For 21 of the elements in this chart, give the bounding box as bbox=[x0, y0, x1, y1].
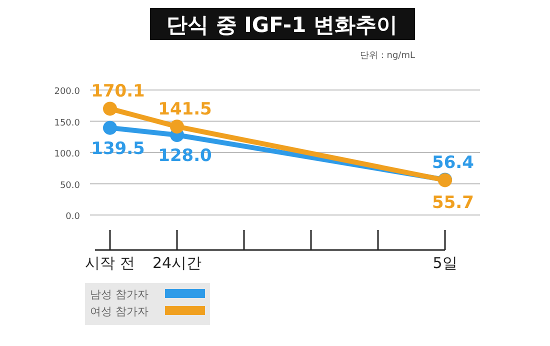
text: 단위 : ng/mL bbox=[360, 51, 415, 61]
data-label: 141.5 bbox=[158, 100, 212, 120]
legend-label: 여성 참가자 bbox=[90, 305, 148, 318]
chart-title: 단식 중 IGF-1 변화추이 bbox=[166, 13, 398, 37]
x-tick-label: 시작 전 bbox=[85, 254, 135, 272]
point bbox=[103, 102, 117, 116]
data-label: 170.1 bbox=[91, 82, 145, 102]
y-tick-label: 0.0 bbox=[66, 212, 80, 222]
data-label: 56.4 bbox=[432, 152, 474, 173]
data-label: 128.0 bbox=[158, 146, 212, 166]
point bbox=[170, 120, 184, 134]
legend-label: 남성 참가자 bbox=[90, 288, 148, 301]
x-tick-label: 24시간 bbox=[152, 254, 202, 272]
y-tick-label: 200.0 bbox=[54, 87, 80, 97]
data-label: 55.7 bbox=[432, 193, 474, 214]
y-tick-label: 50.0 bbox=[60, 180, 80, 191]
x-tick-label: 5일 bbox=[432, 254, 458, 272]
data-label: 139.5 bbox=[91, 138, 145, 159]
y-tick-label: 100.0 bbox=[54, 150, 80, 160]
point bbox=[103, 120, 117, 135]
y-tick-label: 150.0 bbox=[54, 118, 80, 128]
